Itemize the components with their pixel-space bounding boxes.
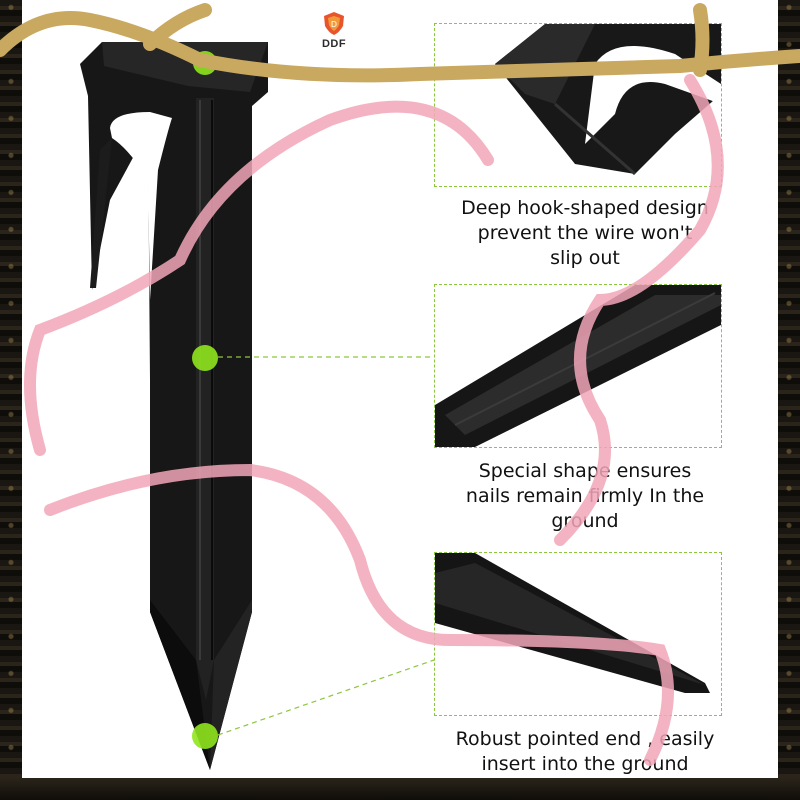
feature-caption-hook: Deep hook-shaped design prevent the wire… (461, 197, 709, 269)
decorative-frame-left (0, 0, 22, 800)
detail-panel-tip (434, 552, 722, 716)
hook-closeup-image (495, 24, 721, 176)
feature-caption-shape: Special shape ensures nails remain firml… (465, 460, 705, 532)
detail-panel-hook (434, 23, 722, 187)
detail-panel-body (434, 284, 722, 448)
tip-closeup-image (435, 553, 710, 693)
brand-logo: D DDF (314, 10, 354, 58)
decorative-frame-right (778, 0, 800, 800)
logo-text: DDF (321, 38, 347, 50)
crest-icon: D (324, 12, 344, 35)
decorative-frame-bottom (0, 778, 800, 800)
svg-text:D: D (331, 20, 337, 29)
feature-caption-tip: Robust pointed end , easily insert into … (455, 728, 715, 775)
body-closeup-image (435, 285, 721, 447)
